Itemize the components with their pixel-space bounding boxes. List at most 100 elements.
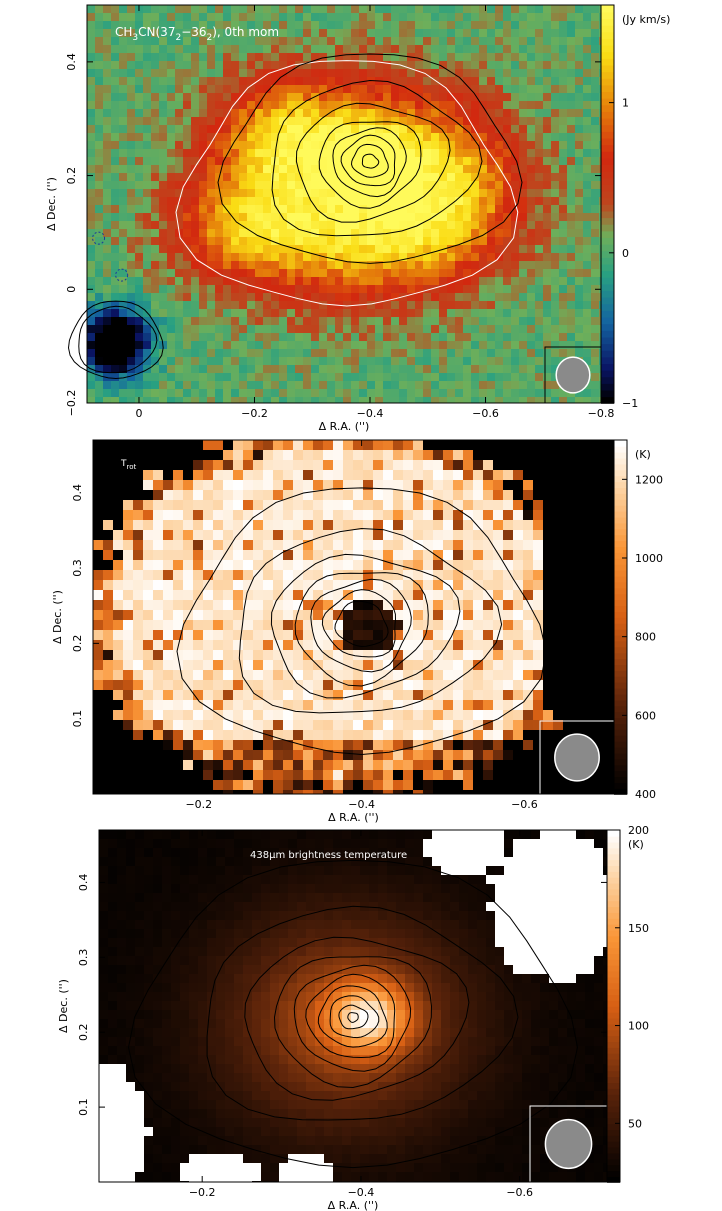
p1-pixel bbox=[455, 5, 464, 14]
p1-pixel bbox=[103, 293, 112, 302]
p1-pixel bbox=[167, 125, 176, 134]
p2-pixel bbox=[103, 630, 114, 641]
p1-pixel bbox=[575, 125, 584, 134]
p1-pixel bbox=[183, 181, 192, 190]
p1-pixel bbox=[351, 173, 360, 182]
p1-pixel bbox=[423, 5, 432, 14]
p1-pixel bbox=[511, 365, 520, 374]
p1-pixel bbox=[359, 109, 368, 118]
p1-pixel bbox=[199, 253, 208, 262]
p1-pixel bbox=[159, 173, 168, 182]
p1-pixel bbox=[263, 381, 272, 390]
p2-pixel bbox=[303, 760, 314, 771]
p1-pixel bbox=[343, 229, 352, 238]
p1-pixel bbox=[111, 133, 120, 142]
p1-pixel bbox=[399, 45, 408, 54]
p2-pixel bbox=[283, 500, 294, 511]
p1-pixel bbox=[583, 101, 592, 110]
p1-pixel bbox=[599, 309, 601, 318]
p1-pixel bbox=[431, 325, 440, 334]
p1-pixel bbox=[327, 197, 336, 206]
p1-pixel bbox=[223, 13, 232, 22]
p2-pixel bbox=[423, 730, 434, 741]
p1-pixel bbox=[479, 117, 488, 126]
p1-pixel bbox=[247, 117, 256, 126]
p1-pixel bbox=[159, 245, 168, 254]
p2-pixel bbox=[423, 680, 434, 691]
p1-pixel bbox=[399, 189, 408, 198]
p1-pixel bbox=[255, 317, 264, 326]
p2-pixel bbox=[113, 570, 124, 581]
p2-pixel bbox=[193, 530, 204, 541]
p1-pixel bbox=[159, 389, 168, 398]
p1-pixel bbox=[223, 293, 232, 302]
p2-pixel bbox=[193, 680, 204, 691]
p2-pixel bbox=[433, 520, 444, 531]
p2-pixel bbox=[423, 470, 434, 481]
p1-pixel bbox=[543, 253, 552, 262]
p1-pixel bbox=[503, 333, 512, 342]
p1-pixel bbox=[247, 173, 256, 182]
p1-pixel bbox=[119, 221, 128, 230]
p1-pixel bbox=[439, 373, 448, 382]
p1-pixel bbox=[287, 245, 296, 254]
p1-pixel bbox=[327, 125, 336, 134]
p2-pixel bbox=[363, 490, 374, 501]
p2-pixel bbox=[353, 790, 364, 794]
p1-pixel bbox=[359, 181, 368, 190]
p1-pixel bbox=[311, 149, 320, 158]
p2-pixel bbox=[333, 460, 344, 471]
p1-pixel bbox=[431, 173, 440, 182]
p1-pixel bbox=[287, 349, 296, 358]
p2-pixel bbox=[413, 480, 424, 491]
p1-pixel bbox=[487, 5, 496, 14]
p2-pixel bbox=[183, 720, 194, 731]
p2-pixel bbox=[433, 440, 444, 451]
p2-pixel bbox=[363, 570, 374, 581]
p1-pixel bbox=[103, 261, 112, 270]
p1-pixel bbox=[359, 165, 368, 174]
p1-pixel bbox=[111, 85, 120, 94]
p1-pixel bbox=[511, 389, 520, 398]
p1-pixel bbox=[127, 37, 136, 46]
p2-pixel bbox=[183, 690, 194, 701]
p2-pixel bbox=[403, 750, 414, 761]
p1-pixel bbox=[95, 69, 104, 78]
p2-pixel bbox=[453, 500, 464, 511]
p2-pixel bbox=[133, 780, 144, 791]
p1-pixel bbox=[375, 373, 384, 382]
p1-pixel bbox=[319, 317, 328, 326]
p1-pixel bbox=[567, 53, 576, 62]
p1-pixel bbox=[495, 13, 504, 22]
p1-pixel bbox=[359, 21, 368, 30]
p2-pixel bbox=[423, 660, 434, 671]
p1-pixel bbox=[559, 261, 568, 270]
p1-pixel bbox=[231, 349, 240, 358]
p1-pixel bbox=[575, 77, 584, 86]
p1-pixel bbox=[503, 309, 512, 318]
p2-pixel bbox=[443, 510, 454, 521]
p2-pixel bbox=[263, 610, 274, 621]
p2-pixel bbox=[213, 540, 224, 551]
p2-pixel bbox=[373, 740, 384, 751]
p1-pixel bbox=[583, 189, 592, 198]
p1-pixel bbox=[335, 13, 344, 22]
p2-pixel bbox=[363, 540, 374, 551]
p1-pixel bbox=[207, 69, 216, 78]
p2-pixel bbox=[423, 530, 434, 541]
p2-pixel bbox=[233, 570, 244, 581]
p1-pixel bbox=[399, 389, 408, 398]
p2-pixel bbox=[523, 470, 534, 481]
p1-pixel bbox=[183, 109, 192, 118]
p1-pixel bbox=[399, 85, 408, 94]
p2-pixel bbox=[413, 450, 424, 461]
p1-pixel bbox=[343, 69, 352, 78]
p2-pixel bbox=[513, 500, 524, 511]
p2-pixel bbox=[423, 570, 434, 581]
p1-pixel bbox=[119, 277, 128, 286]
p1-pixel bbox=[479, 173, 488, 182]
p1-pixel bbox=[351, 53, 360, 62]
p1-pixel bbox=[583, 133, 592, 142]
p2-pixel bbox=[163, 540, 174, 551]
p2-pixel bbox=[533, 650, 544, 661]
